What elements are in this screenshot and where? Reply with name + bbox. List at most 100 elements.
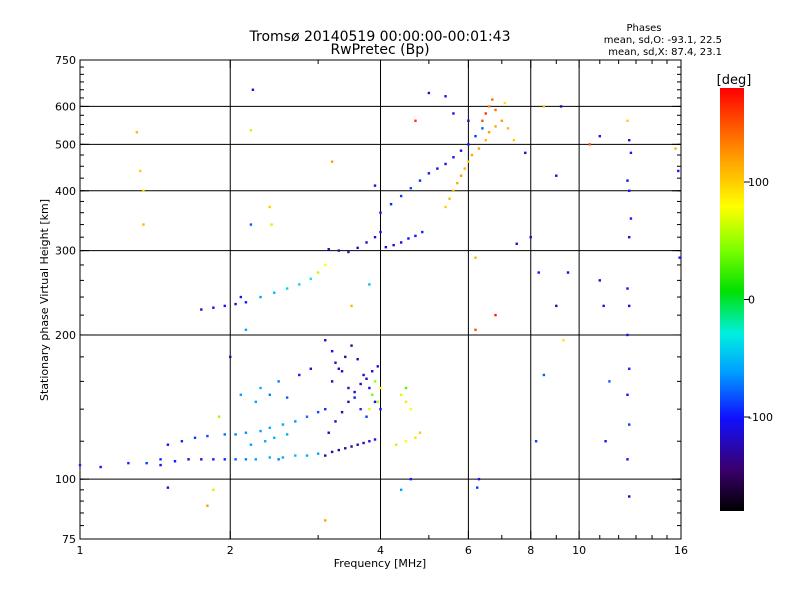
- data-point: [389, 202, 393, 206]
- data-point: [298, 283, 301, 286]
- data-point: [234, 302, 237, 306]
- data-point: [330, 349, 334, 353]
- data-point: [392, 243, 395, 247]
- data-point: [356, 246, 359, 250]
- legend-heading: Phases: [626, 23, 661, 34]
- data-point: [524, 151, 527, 155]
- data-point: [259, 295, 262, 299]
- data-point: [347, 250, 350, 254]
- data-point: [223, 433, 226, 436]
- y-tick-label: 750: [55, 54, 76, 67]
- data-point: [206, 434, 209, 438]
- data-point: [628, 367, 631, 370]
- data-point: [628, 304, 631, 308]
- data-point: [365, 415, 368, 418]
- x-axis-ticks: 1 2 4 6 8 10 16: [77, 60, 688, 557]
- data-point: [180, 440, 184, 443]
- data-point: [285, 287, 289, 290]
- data-point: [254, 458, 257, 461]
- data-point: [467, 143, 470, 146]
- data-point: [555, 174, 558, 177]
- data-point: [399, 241, 403, 244]
- data-point: [356, 358, 359, 361]
- data-point: [559, 105, 563, 108]
- data-point: [337, 448, 341, 452]
- x-tick-label: 2: [227, 544, 234, 557]
- colorbar-tick-label: -100: [748, 411, 773, 424]
- grid-lines: [80, 60, 681, 539]
- data-point: [277, 458, 280, 461]
- data-point: [229, 355, 232, 359]
- data-point: [467, 119, 470, 122]
- data-point: [268, 393, 271, 397]
- data-point: [327, 431, 330, 434]
- data-point: [234, 458, 237, 461]
- data-point: [135, 131, 139, 134]
- data-point: [494, 125, 497, 128]
- data-point: [285, 396, 289, 399]
- data-point: [481, 127, 484, 130]
- y-tick-label: 75: [62, 533, 76, 546]
- data-point: [477, 477, 481, 481]
- data-point: [173, 460, 177, 463]
- data-point: [399, 488, 403, 492]
- data-point: [421, 230, 424, 234]
- data-point: [470, 153, 474, 157]
- data-point: [309, 277, 312, 280]
- data-point: [249, 443, 253, 446]
- data-point: [481, 119, 484, 122]
- y-tick-label: 400: [55, 185, 76, 198]
- chart-subtitle: RwPretec (Bp): [330, 42, 429, 58]
- data-point: [404, 440, 408, 443]
- data-point: [376, 400, 379, 404]
- data-point: [373, 184, 377, 187]
- data-point: [273, 291, 276, 294]
- x-tick-label: 1: [77, 544, 84, 557]
- data-point: [249, 129, 253, 132]
- data-point: [330, 450, 334, 454]
- data-point: [566, 271, 570, 274]
- data-point: [555, 304, 558, 308]
- colorbar-ticks: 100 0 -100: [744, 176, 773, 424]
- data-point: [503, 101, 507, 105]
- data-point: [309, 367, 312, 370]
- data-point: [138, 169, 142, 173]
- data-point: [359, 382, 362, 386]
- data-point: [254, 400, 257, 404]
- data-point: [244, 458, 248, 461]
- data-point: [452, 189, 455, 192]
- data-point: [373, 438, 377, 441]
- data-point: [268, 426, 271, 430]
- data-point: [285, 433, 289, 436]
- data-point: [379, 386, 382, 390]
- data-point: [316, 410, 320, 414]
- data-point: [281, 423, 285, 426]
- data-point: [217, 415, 221, 418]
- data-point: [602, 304, 605, 308]
- data-point: [379, 407, 382, 411]
- data-point: [353, 396, 356, 399]
- data-point: [373, 380, 377, 383]
- data-point: [418, 431, 422, 434]
- data-point: [414, 436, 417, 439]
- data-point: [628, 139, 631, 142]
- data-point: [448, 197, 451, 200]
- data-point: [142, 223, 145, 226]
- data-point: [588, 143, 591, 146]
- data-point: [347, 400, 350, 404]
- data-point: [270, 223, 273, 226]
- x-tick-label: 6: [465, 544, 472, 557]
- data-point: [628, 235, 631, 239]
- data-point: [239, 295, 243, 299]
- data-point: [512, 139, 516, 142]
- data-point: [379, 211, 382, 214]
- data-point: [187, 458, 190, 461]
- data-point: [467, 160, 470, 163]
- data-point: [379, 230, 382, 234]
- data-point: [223, 458, 226, 461]
- data-point: [474, 256, 477, 259]
- data-point: [324, 339, 327, 342]
- data-point: [534, 440, 538, 443]
- data-point: [414, 234, 417, 238]
